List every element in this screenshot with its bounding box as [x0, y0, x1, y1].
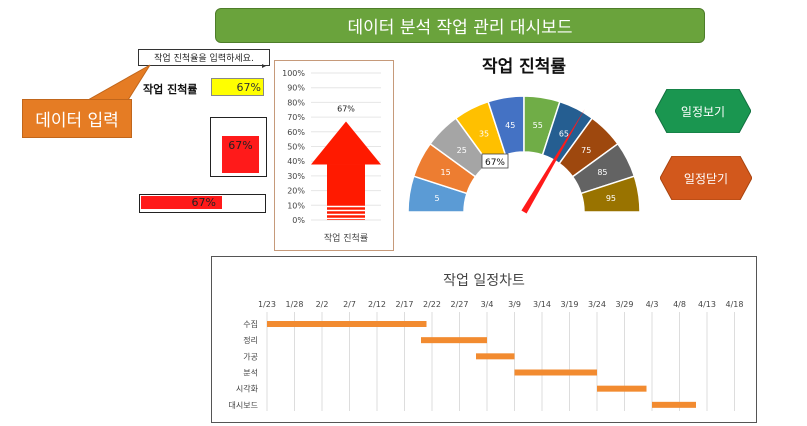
gantt-xtick: 3/24 [588, 300, 606, 309]
schedule-close-button[interactable]: 일정닫기 [660, 156, 752, 200]
bar-gauge-frame [139, 194, 266, 213]
donut-needle-label: 67% [485, 158, 505, 168]
donut-segment-label: 95 [606, 194, 616, 203]
arrow-chart-ytick: 10% [287, 201, 305, 210]
arrow-chart-data-label: 67% [337, 105, 355, 114]
gantt-xtick: 2/17 [396, 300, 414, 309]
schedule-open-label: 일정보기 [680, 104, 726, 119]
half-donut-gauge: 작업 진척률 5 15 25 35 45 55 65 75 85 95 67% [407, 57, 641, 214]
hexagon-shape [660, 156, 752, 200]
progress-input-value: 67% [236, 80, 261, 94]
gantt-task-bar [476, 353, 515, 360]
gantt-task-label: 시각화 [236, 384, 259, 394]
donut-title: 작업 진척률 [482, 57, 566, 77]
input-instruction-note: 작업 진척율을 입력하세요. [138, 49, 270, 66]
gantt-xtick: 4/13 [698, 300, 716, 309]
arrow-chart-ytick: 100% [282, 69, 305, 78]
gantt-xtick: 2/27 [451, 300, 469, 309]
arrow-chart-ytick: 60% [287, 128, 305, 137]
gantt-xtick: 3/4 [481, 300, 494, 309]
hexagon-shape [655, 89, 751, 133]
gantt-xtick: 3/19 [561, 300, 579, 309]
donut-segment-label: 25 [457, 146, 467, 155]
donut-needle-label-box: 67% [481, 153, 509, 169]
arrow-chart-ytick: 20% [287, 187, 305, 196]
gantt-task-bar [421, 337, 487, 344]
gantt-xtick: 4/8 [673, 300, 686, 309]
donut-segment-label: 35 [479, 130, 489, 139]
gantt-xtick: 3/9 [508, 300, 521, 309]
gantt-task-label: 분석 [243, 368, 258, 378]
gantt-xtick: 2/12 [368, 300, 386, 309]
arrow-chart-xlabel: 작업 진척률 [324, 233, 368, 244]
gantt-chart-panel: 작업 일정차트 1/23 1/28 2/2 2/7 2/12 2/17 2/22 2/27 3/4… [211, 256, 757, 423]
gantt-task-label: 정리 [243, 335, 258, 345]
square-gauge-label: 67% [228, 139, 253, 152]
square-gauge-fill: 67% [222, 136, 259, 173]
gantt-xtick: 1/28 [286, 300, 304, 309]
gantt-xtick: 2/2 [316, 300, 329, 309]
gantt-task-label: 수집 [243, 319, 258, 329]
bar-gauge-label: 67% [191, 196, 216, 209]
arrow-chart-ytick: 50% [287, 143, 305, 152]
data-input-callout: 데이터 입력 [22, 99, 132, 138]
arrow-chart-ytick: 0% [292, 216, 305, 225]
gantt-task-bar [267, 321, 427, 327]
arrow-chart-ytick: 30% [287, 172, 305, 181]
gantt-task-label: 가공 [243, 352, 258, 361]
square-gauge-frame [210, 117, 267, 177]
gantt-xtick: 2/7 [343, 300, 356, 309]
dashboard-title: 데이터 분석 작업 관리 대시보드 [347, 18, 573, 38]
donut-segment [580, 175, 641, 213]
donut-segment-label: 15 [440, 168, 450, 177]
schedule-open-button[interactable]: 일정보기 [655, 89, 751, 133]
arrow-chart-ytick: 90% [287, 84, 305, 93]
gantt-xtick: 2/22 [423, 300, 441, 309]
arrow-chart-shaft [327, 164, 365, 220]
gantt-xtick: 3/14 [533, 300, 551, 309]
arrow-chart-ytick: 40% [287, 157, 305, 166]
donut-segment-label: 55 [533, 121, 543, 130]
gantt-task-bar [514, 369, 597, 376]
arrow-chart: 0% 10% 20% 30% 40% 50% 60% 70% 80% 90% 100% 67% 작업 진… [282, 69, 381, 244]
arrow-chart-head [311, 121, 381, 165]
gantt-task-bar [652, 401, 696, 408]
gantt-task-bar [597, 385, 647, 392]
arrow-chart-ytick: 80% [287, 98, 305, 107]
donut-needle [521, 108, 586, 214]
gantt-xtick: 3/29 [616, 300, 634, 309]
donut-needle-label-bg [481, 153, 509, 169]
dashboard-title-banner: 데이터 분석 작업 관리 대시보드 [215, 8, 705, 43]
gantt-task-label: 대시보드 [229, 401, 258, 410]
gantt-xtick: 4/18 [726, 300, 744, 309]
donut-segment-label: 75 [581, 146, 591, 155]
donut-segment-label: 85 [597, 168, 607, 177]
donut-segment-label: 65 [559, 130, 569, 139]
gantt-chart: 작업 일정차트 1/23 1/28 2/2 2/7 2/12 2/17 2/22 2/27 3/4… [229, 273, 744, 411]
arrow-chart-ytick: 70% [287, 113, 305, 122]
progress-label: 작업 진척률 [143, 83, 198, 96]
schedule-close-label: 일정닫기 [683, 171, 729, 186]
gantt-title: 작업 일정차트 [443, 273, 525, 289]
arrow-chart-panel: 0% 10% 20% 30% 40% 50% 60% 70% 80% 90% 100% 67% 작업 진… [274, 60, 394, 251]
donut-segment-label: 5 [435, 194, 440, 203]
donut-segment-label: 45 [505, 121, 515, 130]
bar-gauge-fill: 67% [141, 196, 222, 209]
progress-input-cell[interactable]: 67% [211, 78, 264, 96]
gantt-xtick: 1/23 [258, 300, 276, 309]
gantt-xtick: 4/3 [646, 300, 659, 309]
